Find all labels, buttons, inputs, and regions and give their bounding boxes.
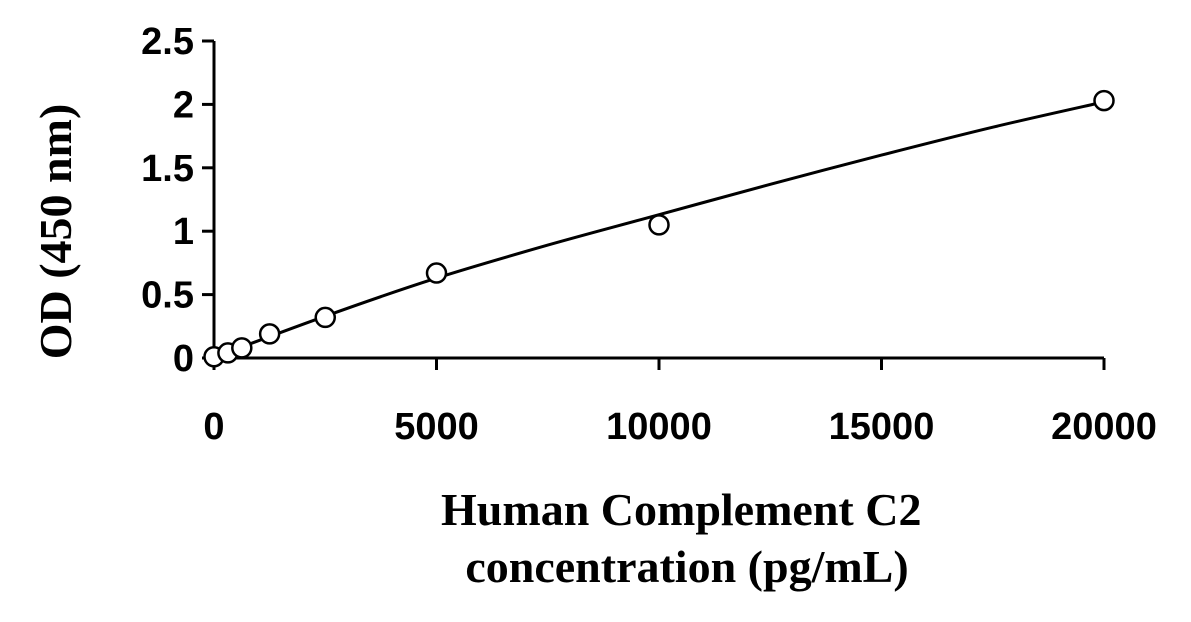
x-axis-title-line-1: Human Complement C2 <box>441 484 921 535</box>
x-axis-title-line-2: concentration (pg/mL) <box>465 541 908 592</box>
x-axis: 0 5000 10000 15000 20000 <box>203 356 1157 448</box>
x-tick-label: 0 <box>203 406 224 448</box>
y-axis: 0 0.5 1 1.5 2 2.5 <box>141 21 216 380</box>
axis-titles: Human Complement C2 concentration (pg/mL… <box>30 104 933 592</box>
x-tick-label: 15000 <box>829 406 935 448</box>
y-tick-label: 2 <box>173 84 194 126</box>
data-point <box>231 337 253 359</box>
x-tick-label: 5000 <box>394 406 479 448</box>
data-point <box>425 262 448 284</box>
x-tick-label: 20000 <box>1051 406 1157 448</box>
data-point <box>258 323 281 345</box>
data-point <box>1093 89 1115 112</box>
y-tick-label: 2.5 <box>141 21 194 63</box>
y-axis-title: OD (450 nm) <box>30 104 81 360</box>
y-tick-label: 1.5 <box>141 148 194 190</box>
data-points <box>203 89 1115 368</box>
x-tick-label: 10000 <box>606 406 712 448</box>
y-tick-label: 0.5 <box>141 275 194 317</box>
x-axis-title: Human Complement C2 concentration (pg/mL… <box>441 484 933 592</box>
y-tick-label: 1 <box>173 211 194 253</box>
data-point <box>314 306 336 329</box>
data-point <box>648 214 670 236</box>
y-tick-label: 0 <box>173 338 194 380</box>
